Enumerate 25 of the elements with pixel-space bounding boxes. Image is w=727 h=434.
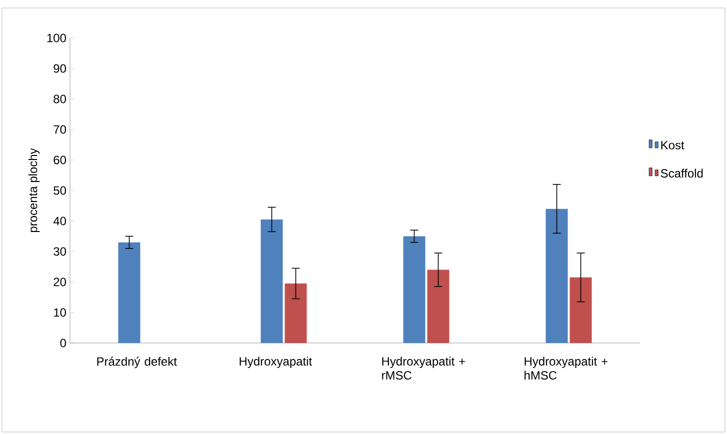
- y-tick-label: 10: [54, 308, 66, 317]
- bar: [403, 236, 426, 343]
- y-tick-label: 0: [60, 338, 66, 348]
- bar: [546, 208, 568, 343]
- x-tick-label: Prázdný defekt: [97, 356, 177, 368]
- y-axis-title: procenta plochy: [28, 148, 40, 232]
- y-tick-label: 40: [53, 216, 66, 226]
- x-tick-label: Hydroxyapatit: [240, 356, 312, 368]
- bar: [427, 270, 450, 343]
- y-tick-label: 60: [54, 156, 66, 164]
- y-tick-label: 20: [54, 278, 66, 286]
- y-tick-label: 30: [54, 247, 66, 256]
- legend-label: Kost: [661, 141, 684, 150]
- y-tick-label: 90: [54, 64, 66, 73]
- bar: [118, 242, 140, 343]
- y-tick-label: 100: [47, 34, 66, 42]
- bar: [260, 219, 283, 343]
- x-tick-label: Hydroxyapatit + rMSC: [382, 356, 466, 380]
- legend-label: Scaffold: [660, 168, 703, 178]
- y-tick-label: 80: [54, 94, 66, 104]
- y-tick-label: 70: [54, 125, 66, 134]
- y-tick-label: 50: [54, 186, 66, 195]
- bar: [284, 284, 307, 343]
- bar: [570, 277, 592, 343]
- x-tick-label: Hydroxyapatit + hMSC: [524, 356, 608, 380]
